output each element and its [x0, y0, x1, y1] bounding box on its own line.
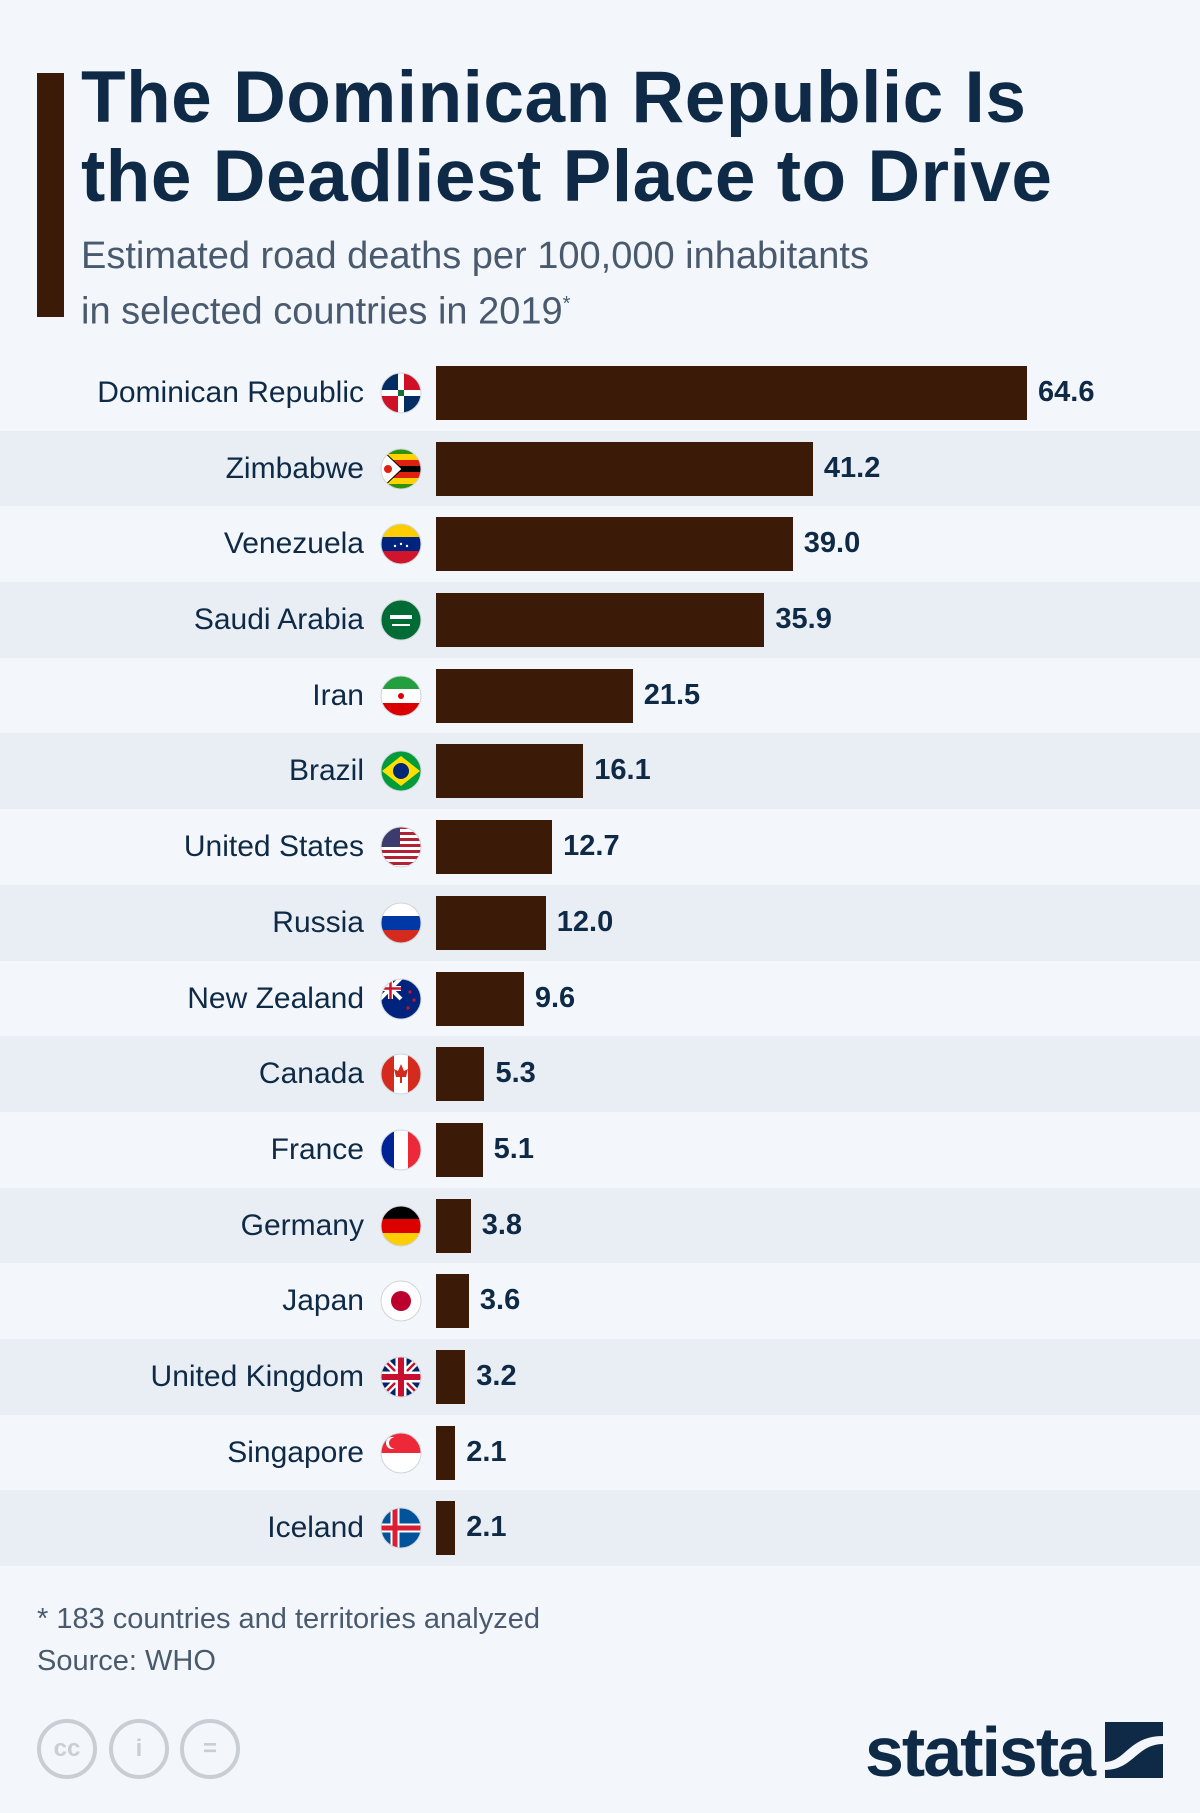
title-accent-bar — [37, 73, 64, 317]
value-label: 16.1 — [594, 754, 651, 787]
chart-row: Russia 12.0 — [0, 884, 1200, 961]
subtitle-footnote-mark: * — [562, 293, 571, 315]
title-line-2: the Deadliest Place to Drive — [81, 136, 1053, 217]
flag-canada-icon — [380, 1053, 422, 1095]
value-label: 39.0 — [803, 527, 861, 560]
bar — [436, 820, 553, 875]
chart-row: Japan 3.6 — [0, 1263, 1200, 1339]
flag-saudi-arabia-icon — [380, 599, 422, 641]
footnote: * 183 countries and territories analyzed — [37, 1603, 540, 1635]
flag-new-zealand-icon — [380, 978, 422, 1020]
category-label: Saudi Arabia — [193, 603, 364, 637]
bar — [436, 441, 813, 496]
bar — [436, 1425, 456, 1480]
subtitle-line-1: Estimated road deaths per 100,000 inhabi… — [81, 235, 869, 277]
flag-russia-icon — [380, 902, 422, 944]
chart-row: Saudi Arabia 35.9 — [0, 582, 1200, 658]
bar — [436, 517, 793, 572]
value-label: 3.6 — [479, 1284, 521, 1317]
category-label: United Kingdom — [150, 1359, 364, 1393]
chart-title: The Dominican Republic Is the Deadliest P… — [81, 58, 1052, 216]
value-label: 3.8 — [481, 1208, 523, 1241]
value-label: 5.3 — [495, 1057, 536, 1090]
category-label: Germany — [240, 1208, 364, 1242]
category-label: Iceland — [267, 1511, 364, 1545]
chart-row: Singapore 2.1 — [0, 1415, 1200, 1491]
bar — [436, 1501, 456, 1556]
flag-france-icon — [380, 1129, 422, 1171]
value-label: 2.1 — [466, 1435, 507, 1468]
bar — [436, 366, 1027, 420]
bar — [436, 971, 524, 1026]
flag-venezuela-icon — [380, 523, 422, 565]
bar — [436, 1274, 469, 1329]
chart-row: Brazil 16.1 — [0, 733, 1200, 810]
subtitle-line-2: in selected countries in 2019 — [81, 290, 563, 333]
chart-row: Zimbabwe 41.2 — [0, 430, 1200, 507]
category-label: Venezuela — [223, 527, 364, 561]
category-label: United States — [183, 830, 364, 864]
bar-chart: Dominican Republic 64.6 Zimbabwe 41.2 Venezu… — [0, 355, 1200, 1566]
chart-subtitle: Estimated road deaths per 100,000 inhabi… — [81, 232, 869, 336]
value-label: 12.0 — [556, 905, 614, 938]
chart-row: Germany 3.8 — [0, 1187, 1200, 1264]
value-label: 12.7 — [563, 830, 620, 863]
bar — [436, 895, 546, 950]
chart-row: Iran 21.5 — [0, 658, 1200, 734]
value-label: 9.6 — [534, 981, 576, 1014]
no-derivatives-icon[interactable]: = — [180, 1719, 240, 1779]
bar — [436, 593, 765, 648]
statista-logo-mark-icon — [1105, 1722, 1163, 1778]
flag-zimbabwe-icon — [380, 448, 422, 490]
bar — [436, 668, 633, 723]
chart-row: United States 12.7 — [0, 809, 1200, 885]
category-label: Japan — [282, 1284, 364, 1318]
cc-icon[interactable]: cc — [37, 1719, 97, 1779]
category-label: France — [270, 1132, 364, 1166]
chart-row: New Zealand 9.6 — [0, 961, 1200, 1037]
chart-row: Dominican Republic 64.6 — [0, 355, 1200, 431]
value-label: 35.9 — [775, 603, 832, 636]
statista-logo[interactable]: statista — [865, 1713, 1096, 1791]
value-label: 3.2 — [476, 1359, 517, 1392]
category-label: Iran — [312, 678, 364, 712]
flag-iceland-icon — [380, 1507, 422, 1549]
value-label: 41.2 — [823, 451, 881, 484]
bar — [436, 1198, 471, 1253]
bar — [436, 744, 584, 799]
flag-iran-icon — [380, 675, 422, 717]
value-label: 21.5 — [643, 678, 701, 711]
bar — [436, 1047, 485, 1102]
flag-japan-icon — [380, 1280, 422, 1322]
bar — [436, 1349, 466, 1404]
flag-germany-icon — [380, 1205, 422, 1247]
flag-brazil-icon — [380, 750, 422, 792]
category-label: Singapore — [227, 1435, 364, 1469]
chart-row: Iceland 2.1 — [0, 1490, 1200, 1566]
value-label: 64.6 — [1038, 376, 1095, 408]
value-label: 2.1 — [466, 1511, 507, 1544]
attribution-icon[interactable]: i — [109, 1719, 169, 1779]
chart-row: Canada 5.3 — [0, 1036, 1200, 1112]
category-label: Russia — [272, 905, 364, 939]
flag-dominican-republic-icon — [380, 372, 422, 414]
category-label: Dominican Republic — [97, 376, 364, 409]
flag-united-kingdom-icon — [380, 1356, 422, 1398]
source: Source: WHO — [37, 1645, 216, 1677]
chart-row: United Kingdom 3.2 — [0, 1338, 1200, 1415]
flag-singapore-icon — [380, 1432, 422, 1474]
category-label: Brazil — [288, 754, 364, 788]
chart-row: Venezuela 39.0 — [0, 506, 1200, 582]
bar — [436, 1122, 483, 1177]
category-label: New Zealand — [187, 981, 364, 1015]
title-line-1: The Dominican Republic Is — [81, 57, 1027, 138]
chart-row: France 5.1 — [0, 1112, 1200, 1188]
flag-united-states-icon — [380, 826, 422, 868]
value-label: 5.1 — [493, 1132, 534, 1165]
category-label: Zimbabwe — [225, 451, 364, 485]
category-label: Canada — [258, 1057, 364, 1091]
